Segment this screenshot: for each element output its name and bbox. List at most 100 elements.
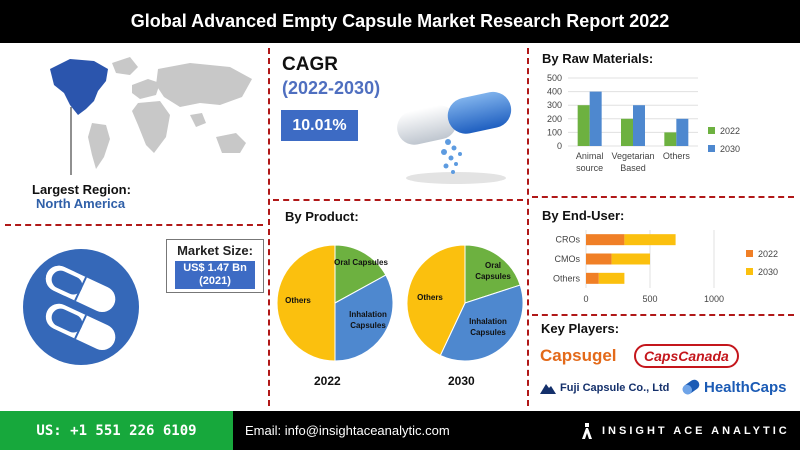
end-user-chart: 0 500 1000 CROs CMOs Others 2022 2030 (553, 230, 778, 304)
divider-right (527, 48, 529, 406)
cagr-title: CAGR (282, 54, 338, 75)
pie-2030-label-inhalation-2: Capsules (470, 328, 506, 337)
raw-ytick-label: 300 (547, 100, 562, 110)
cagr-value-box: 10.01% (281, 110, 358, 141)
pie-2030-label-oral-2: Capsules (475, 272, 511, 281)
raw-bar-2022 (621, 118, 633, 146)
raw-materials-title: By Raw Materials: (542, 51, 654, 66)
raw-bar-2030 (676, 118, 689, 146)
brand-text: INSIGHT ACE ANALYTIC (602, 425, 790, 437)
key-players-title: Key Players: (541, 321, 620, 336)
footer-phone[interactable]: US: +1 551 226 6109 (0, 411, 233, 450)
divider-left (268, 48, 270, 406)
capscanada-logo: CapsCanada (634, 344, 739, 368)
brand-logo-icon (582, 423, 592, 439)
capsule-icon (23, 249, 139, 365)
raw-bar-2022 (577, 105, 590, 146)
raw-ytick-label: 500 (547, 73, 562, 83)
enduser-legend-label: 2022 (758, 249, 778, 259)
enduser-legend-swatch (746, 268, 753, 275)
raw-ytick-label: 100 (547, 127, 562, 137)
market-size-amount: US$ 1.47 Bn (183, 262, 247, 274)
asia-shape (156, 63, 252, 107)
south-america-shape (88, 123, 110, 169)
enduser-bar-2022 (586, 272, 599, 284)
north-america-shape (50, 59, 108, 115)
divider-right-h2 (532, 314, 794, 316)
raw-bar-2030 (589, 91, 602, 146)
raw-legend-label: 2030 (720, 144, 740, 154)
mountain-icon (540, 384, 556, 394)
enduser-category-label: Others (553, 273, 581, 283)
cagr-value: 10.01% (292, 116, 347, 134)
raw-legend-label: 2022 (720, 126, 740, 136)
raw-ytick-label: 0 (557, 141, 562, 151)
fuji-logo-text: Fuji Capsule Co., Ltd (560, 382, 670, 394)
pie-slice-others (276, 244, 336, 362)
enduser-bar-2030 (611, 253, 650, 265)
pie-2022-label-oral: Oral Capsules (334, 258, 388, 267)
pie-2030-label-oral-1: Oral (485, 261, 501, 270)
footer-email[interactable]: Email: info@insightaceanalytic.com (245, 423, 450, 438)
raw-materials-chart: 0 100 200 300 400 500 Animal source Vegetarian Ba… (547, 73, 740, 173)
raw-category-label: source (576, 163, 603, 173)
pie-2030-label-others: Others (417, 293, 443, 302)
healthcaps-logo-text: HealthCaps (704, 378, 787, 396)
raw-category-label: Animal (576, 151, 604, 161)
market-size-card: Market Size: US$ 1.47 Bn (2021) (166, 239, 264, 293)
page-title: Global Advanced Empty Capsule Market Res… (130, 11, 670, 31)
africa-shape (132, 101, 170, 153)
raw-bar-2022 (664, 132, 677, 146)
pie-2022-label-inhalation-2: Capsules (350, 321, 386, 330)
cagr-years: (2022-2030) (282, 78, 381, 98)
australia-shape (216, 133, 246, 153)
market-size-value: US$ 1.47 Bn (2021) (175, 261, 255, 289)
header-bar: Global Advanced Empty Capsule Market Res… (0, 0, 800, 43)
enduser-bar-2022 (586, 253, 612, 265)
enduser-bar-2030 (598, 272, 625, 284)
enduser-legend-label: 2030 (758, 267, 778, 277)
footer-bar: US: +1 551 226 6109 Email: info@insighta… (0, 411, 800, 450)
pill-illustration (397, 91, 512, 184)
pie-2030-slices (406, 244, 524, 362)
raw-category-label: Based (620, 163, 646, 173)
raw-bar-2030 (633, 105, 645, 146)
raw-legend-swatch (708, 145, 715, 152)
pie-slice-oral-capsules (334, 244, 387, 304)
raw-ytick-label: 400 (547, 87, 562, 97)
europe-shape (132, 79, 160, 99)
enduser-legend-swatch (746, 250, 753, 257)
raw-category-label: Vegetarian (611, 151, 654, 161)
enduser-xtick-label: 500 (642, 294, 657, 304)
pie-slice-inhalation-capsules (439, 284, 524, 362)
largest-region-label: Largest Region: (32, 182, 131, 197)
pie-2022-slices (276, 244, 394, 362)
south-asia-shape (190, 113, 206, 127)
divider-middle-h (273, 199, 523, 201)
raw-ytick-label: 200 (547, 114, 562, 124)
market-size-year: (2021) (199, 275, 231, 287)
enduser-category-label: CMOs (555, 254, 581, 264)
enduser-category-label: CROs (556, 235, 581, 245)
world-map (50, 57, 252, 175)
enduser-bar-2030 (624, 234, 676, 246)
pie-2030-year: 2030 (448, 374, 475, 388)
divider-left-h (5, 224, 263, 226)
pie-2022-label-others: Others (285, 296, 311, 305)
fuji-logo-wrap: Fuji Capsule Co., Ltd (540, 382, 669, 394)
enduser-xtick-label: 0 (583, 294, 588, 304)
pie-slice-inhalation-capsules (334, 274, 394, 362)
healthcaps-logo-wrap: HealthCaps (680, 376, 787, 398)
raw-legend-swatch (708, 127, 715, 134)
pie-chart-2022: Oral Capsules Inhalation Capsules Others (276, 244, 394, 362)
greenland-shape (112, 57, 138, 75)
raw-category-label: Others (663, 151, 691, 161)
phone-text: US: +1 551 226 6109 (36, 422, 197, 439)
footer-brand: INSIGHT ACE ANALYTIC (580, 423, 790, 439)
enduser-bar-2022 (586, 234, 625, 246)
largest-region-value: North America (36, 196, 126, 211)
enduser-xtick-label: 1000 (704, 294, 724, 304)
healthcaps-icon (682, 379, 700, 395)
pie-2022-label-inhalation-1: Inhalation (349, 310, 387, 319)
pie-2030-label-inhalation-1: Inhalation (469, 317, 507, 326)
